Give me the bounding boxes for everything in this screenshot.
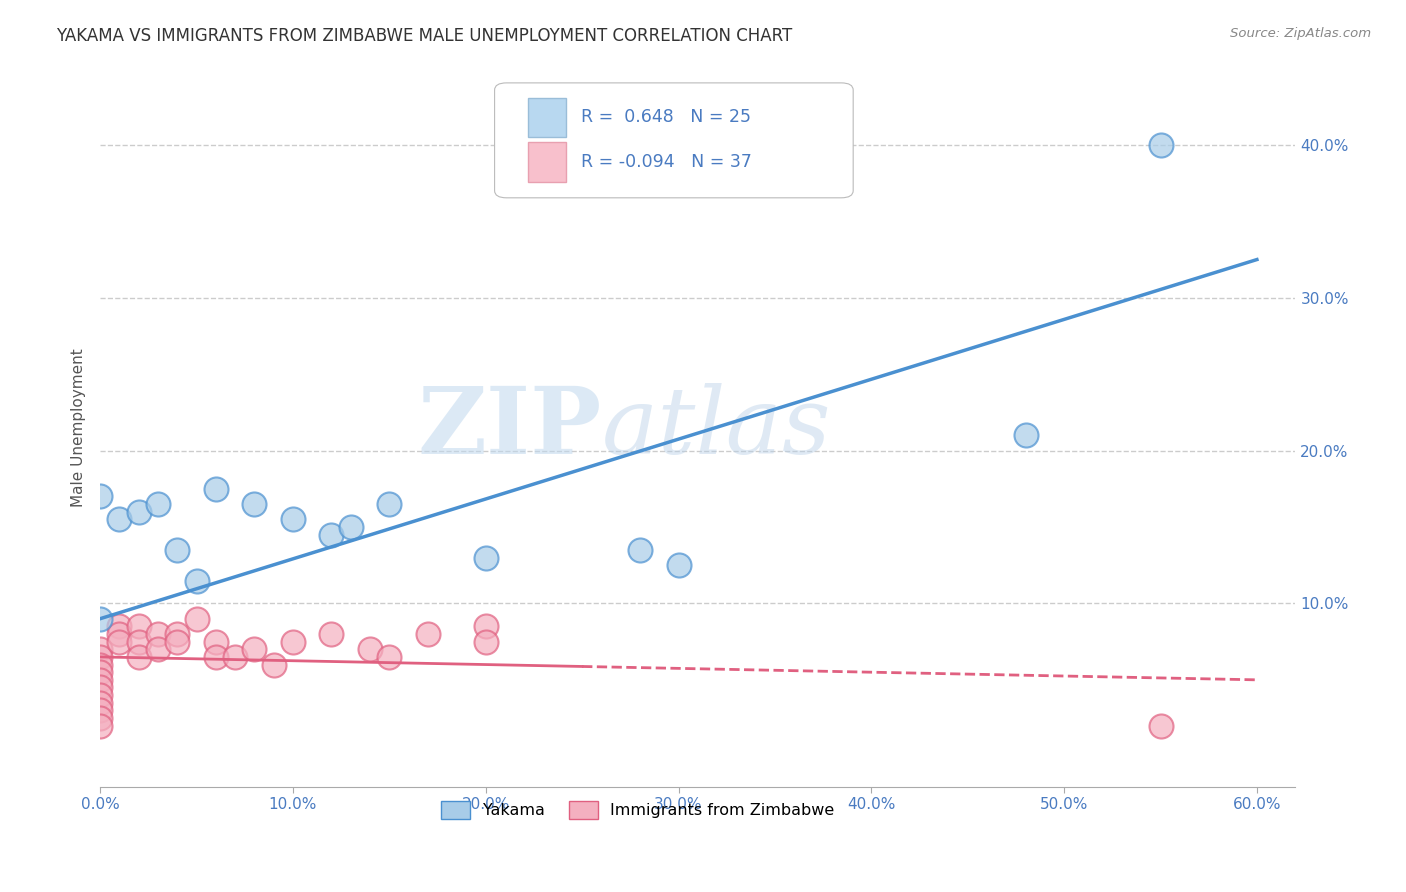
Text: atlas: atlas xyxy=(602,383,832,473)
Point xyxy=(474,619,496,633)
Point xyxy=(263,657,285,672)
Point xyxy=(1149,137,1171,152)
Point xyxy=(128,649,150,664)
Point xyxy=(166,634,188,648)
Point xyxy=(146,627,169,641)
Point xyxy=(89,612,111,626)
Point xyxy=(416,627,439,641)
Point xyxy=(224,649,246,664)
Point xyxy=(1149,719,1171,733)
Point xyxy=(128,505,150,519)
Point xyxy=(89,688,111,702)
Point xyxy=(108,634,131,648)
Point xyxy=(89,642,111,657)
Point xyxy=(89,490,111,504)
Point xyxy=(339,520,361,534)
Point xyxy=(474,634,496,648)
Point xyxy=(243,497,266,511)
Point xyxy=(89,681,111,695)
Point xyxy=(89,703,111,717)
Point xyxy=(89,711,111,725)
Point xyxy=(281,512,304,526)
Point xyxy=(89,649,111,664)
Point xyxy=(204,482,226,496)
Y-axis label: Male Unemployment: Male Unemployment xyxy=(72,348,86,507)
FancyBboxPatch shape xyxy=(529,97,567,137)
Point xyxy=(474,550,496,565)
Text: YAKAMA VS IMMIGRANTS FROM ZIMBABWE MALE UNEMPLOYMENT CORRELATION CHART: YAKAMA VS IMMIGRANTS FROM ZIMBABWE MALE … xyxy=(56,27,793,45)
Point xyxy=(146,642,169,657)
Point xyxy=(204,649,226,664)
Point xyxy=(378,497,401,511)
Point xyxy=(146,497,169,511)
Point xyxy=(166,627,188,641)
Point xyxy=(186,574,208,588)
Point xyxy=(166,543,188,558)
Text: R = -0.094   N = 37: R = -0.094 N = 37 xyxy=(581,153,752,171)
Text: Source: ZipAtlas.com: Source: ZipAtlas.com xyxy=(1230,27,1371,40)
Point xyxy=(628,543,651,558)
Point xyxy=(108,512,131,526)
FancyBboxPatch shape xyxy=(529,142,567,182)
Point xyxy=(186,612,208,626)
Point xyxy=(321,527,343,541)
Point xyxy=(89,657,111,672)
Point xyxy=(378,649,401,664)
Point xyxy=(359,642,381,657)
Legend: Yakama, Immigrants from Zimbabwe: Yakama, Immigrants from Zimbabwe xyxy=(434,794,841,825)
Point xyxy=(321,627,343,641)
Point xyxy=(108,627,131,641)
Text: R =  0.648   N = 25: R = 0.648 N = 25 xyxy=(581,108,751,127)
Point xyxy=(89,696,111,710)
Point xyxy=(281,634,304,648)
Point xyxy=(128,634,150,648)
FancyBboxPatch shape xyxy=(495,83,853,198)
Point xyxy=(89,665,111,680)
Point xyxy=(204,634,226,648)
Point xyxy=(1014,428,1036,442)
Point xyxy=(108,619,131,633)
Point xyxy=(243,642,266,657)
Text: ZIP: ZIP xyxy=(418,383,602,473)
Point xyxy=(128,619,150,633)
Point xyxy=(668,558,690,573)
Point xyxy=(89,673,111,687)
Point xyxy=(89,719,111,733)
